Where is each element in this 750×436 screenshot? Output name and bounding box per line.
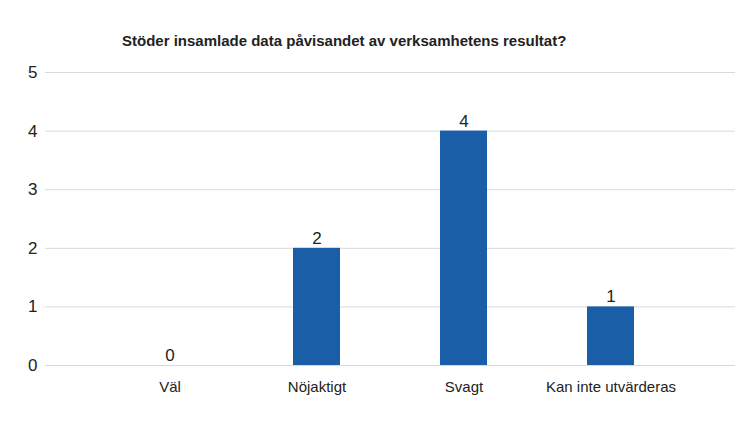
svg-text:Väl: Väl xyxy=(159,378,181,395)
svg-text:Svagt: Svagt xyxy=(445,378,484,395)
svg-text:Kan inte utvärderas: Kan inte utvärderas xyxy=(546,378,676,395)
svg-text:5: 5 xyxy=(28,63,37,82)
html-text:Stöder insamlade data påvisand: Stöder insamlade data påvisandet av verk… xyxy=(122,32,567,49)
svg-text:2: 2 xyxy=(312,229,321,248)
svg-text:2: 2 xyxy=(28,239,37,258)
svg-text:4: 4 xyxy=(459,112,468,131)
svg-text:Nöjaktigt: Nöjaktigt xyxy=(288,378,347,395)
svg-text:4: 4 xyxy=(28,122,37,141)
svg-text:0: 0 xyxy=(28,356,37,375)
svg-text:1: 1 xyxy=(28,297,37,316)
svg-text:0: 0 xyxy=(165,346,174,365)
svg-text:3: 3 xyxy=(28,180,37,199)
svg-text:1: 1 xyxy=(606,287,615,306)
